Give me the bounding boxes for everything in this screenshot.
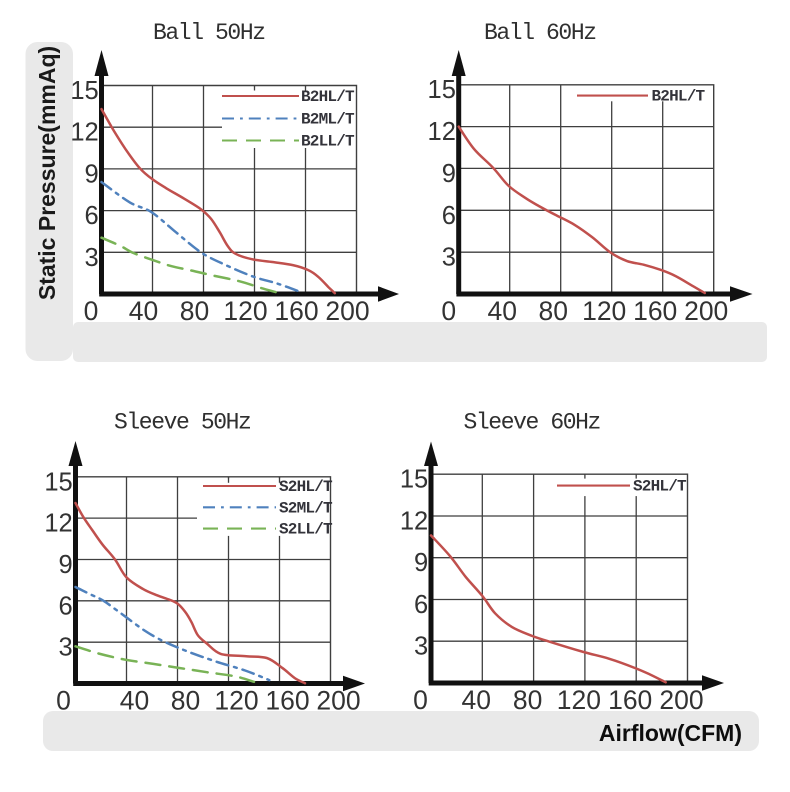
svg-text:B2HL/T: B2HL/T [652, 88, 706, 106]
svg-text:80: 80 [180, 296, 209, 326]
svg-text:B2LL/T: B2LL/T [301, 133, 355, 151]
svg-text:9: 9 [414, 549, 428, 577]
svg-text:40: 40 [487, 296, 516, 326]
svg-text:160: 160 [608, 685, 652, 715]
svg-text:15: 15 [70, 77, 98, 105]
svg-text:S2HL/T: S2HL/T [279, 478, 333, 496]
svg-text:Ball 60Hz: Ball 60Hz [484, 20, 596, 46]
svg-text:3: 3 [442, 244, 456, 272]
svg-text:40: 40 [120, 686, 149, 716]
svg-text:6: 6 [442, 202, 456, 230]
svg-text:200: 200 [316, 686, 360, 716]
svg-text:Sleeve 50Hz: Sleeve 50Hz [114, 410, 250, 436]
svg-text:3: 3 [59, 634, 73, 662]
svg-text:3: 3 [85, 244, 99, 272]
svg-text:B2HL/T: B2HL/T [301, 88, 355, 106]
svg-text:40: 40 [462, 685, 491, 715]
svg-text:0: 0 [84, 296, 99, 326]
svg-text:120: 120 [557, 685, 601, 715]
svg-text:15: 15 [428, 76, 456, 104]
svg-text:Airflow(CFM): Airflow(CFM) [599, 720, 742, 746]
svg-text:12: 12 [44, 510, 72, 538]
svg-text:0: 0 [56, 686, 71, 716]
svg-text:S2LL/T: S2LL/T [279, 521, 333, 539]
svg-text:12: 12 [428, 118, 456, 146]
svg-text:80: 80 [538, 296, 567, 326]
svg-text:0: 0 [441, 296, 456, 326]
svg-text:80: 80 [171, 686, 200, 716]
svg-text:120: 120 [214, 686, 258, 716]
svg-text:15: 15 [44, 468, 72, 496]
svg-text:Sleeve 60Hz: Sleeve 60Hz [464, 410, 600, 436]
svg-text:160: 160 [633, 296, 677, 326]
svg-text:Ball 50Hz: Ball 50Hz [153, 20, 265, 46]
svg-text:80: 80 [513, 685, 542, 715]
svg-text:9: 9 [59, 551, 73, 579]
svg-text:200: 200 [325, 296, 369, 326]
svg-text:12: 12 [70, 119, 98, 147]
svg-text:12: 12 [400, 508, 428, 536]
svg-text:9: 9 [85, 160, 99, 188]
svg-text:S2HL/T: S2HL/T [633, 478, 687, 496]
svg-text:B2ML/T: B2ML/T [301, 111, 355, 129]
svg-text:160: 160 [265, 686, 309, 716]
svg-text:0: 0 [413, 685, 428, 715]
svg-text:160: 160 [274, 296, 318, 326]
svg-text:3: 3 [414, 633, 428, 661]
svg-text:9: 9 [442, 160, 456, 188]
svg-text:6: 6 [59, 592, 73, 620]
svg-text:15: 15 [400, 466, 428, 494]
svg-text:40: 40 [129, 296, 158, 326]
svg-text:120: 120 [582, 296, 626, 326]
svg-text:S2ML/T: S2ML/T [279, 499, 333, 517]
svg-text:Static Pressure(mmAq): Static Pressure(mmAq) [34, 46, 60, 300]
svg-text:200: 200 [659, 685, 703, 715]
svg-text:6: 6 [85, 202, 99, 230]
svg-text:200: 200 [684, 296, 728, 326]
svg-text:6: 6 [414, 591, 428, 619]
svg-text:120: 120 [223, 296, 267, 326]
